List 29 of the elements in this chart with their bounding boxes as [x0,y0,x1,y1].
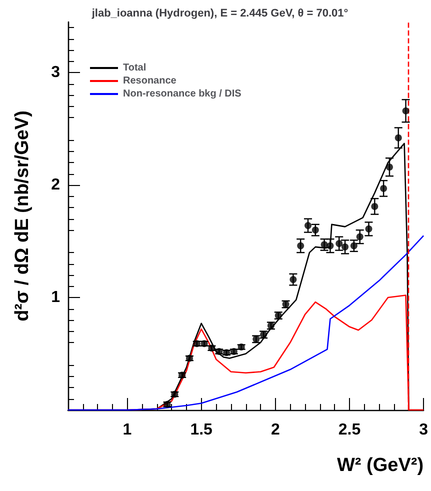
point [304,222,312,230]
x-tick-label: 2.5 [338,422,361,438]
point [326,242,334,250]
point [297,242,304,250]
y-tick-label: 3 [51,64,60,82]
legend-label: Resonance [123,76,177,86]
x-tick-label: 3 [419,422,428,438]
point [336,240,343,248]
point [394,134,402,142]
point [365,225,372,232]
chart-title: jlab_ioanna (Hydrogen), E = 2.445 GeV, θ = 70.01° [90,8,348,20]
point [402,107,410,114]
y-tick-label: 1 [51,289,60,306]
y-tick-label: 2 [51,176,60,194]
point [386,164,393,171]
point [380,184,388,192]
legend-label: Non-resonance bkg / DIS [123,88,242,100]
point [350,242,358,250]
x-tick-label: 2 [270,422,280,438]
point [371,202,378,210]
point [312,226,319,234]
point [290,276,297,284]
x-axis-title: W² (GeV²) [337,455,424,476]
legend-label: Total [123,62,146,74]
point [356,233,364,240]
x-tick-label: 1.5 [190,422,213,438]
x-tick-label: 1 [122,422,132,438]
point [342,243,349,250]
y-axis-title: d²σ / dΩ dE (nb/sr/GeV) [12,110,33,322]
